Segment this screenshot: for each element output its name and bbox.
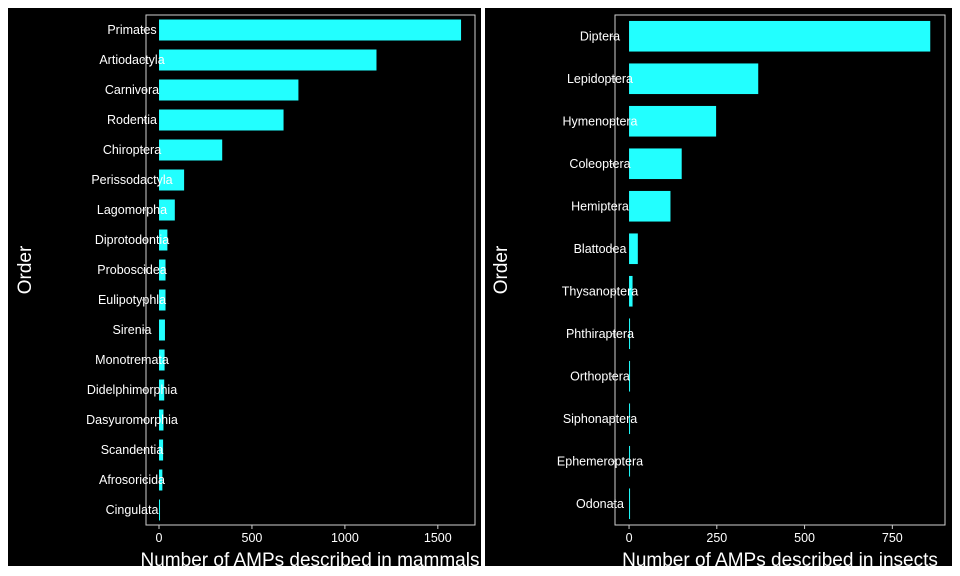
x-tick-label: 1000 <box>331 531 359 545</box>
bar-hymenoptera <box>629 105 717 137</box>
bar-odonata <box>629 488 631 520</box>
mammals-category-labels: Primates Artiodactyla Carnivora Rodentia Chi… <box>86 23 178 517</box>
x-tick-label: 500 <box>794 531 815 545</box>
insects-bars <box>629 20 931 520</box>
bar-afrosoricida <box>159 469 163 491</box>
bar-didelphimorphia <box>159 379 165 401</box>
x-tick-label: 0 <box>626 531 633 545</box>
category-label: Siphonaptera <box>563 412 637 426</box>
category-label: Sirenia <box>113 323 152 337</box>
category-label: Rodentia <box>107 113 157 127</box>
category-label: Odonata <box>576 497 624 511</box>
category-label: Didelphimorphia <box>87 383 177 397</box>
mammals-panel-background <box>8 8 481 566</box>
mammals-x-axis-title: Number of AMPs described in mammals <box>141 550 480 571</box>
bar-ephemeroptera <box>629 445 631 477</box>
category-label: Lepidoptera <box>567 72 633 86</box>
mammals-chart: Primates Artiodactyla Carnivora Rodentia Chi… <box>8 8 481 571</box>
x-tick-label: 500 <box>242 531 263 545</box>
bar-chiroptera <box>159 139 223 161</box>
bar-orthoptera <box>629 360 631 392</box>
category-label: Orthoptera <box>570 369 630 383</box>
bar-perissodactyla <box>159 169 185 191</box>
category-label: Artiodactyla <box>99 53 164 67</box>
category-label: Scandentia <box>101 443 164 457</box>
category-label: Primates <box>107 23 156 37</box>
bar-hemiptera <box>629 190 671 222</box>
bar-phthiraptera <box>629 318 631 350</box>
category-label: Cingulata <box>106 503 159 517</box>
x-tick-label: 750 <box>882 531 903 545</box>
bar-coleoptera <box>629 148 682 180</box>
category-label: Diprotodontia <box>95 233 169 247</box>
insects-plot-frame <box>614 14 946 526</box>
category-label: Afrosoricida <box>99 473 165 487</box>
bar-thysanoptera <box>629 275 633 307</box>
category-label: Carnivora <box>105 83 159 97</box>
bar-diprotodontia <box>159 229 168 251</box>
x-tick-label: 250 <box>706 531 727 545</box>
insects-category-labels: Diptera Lepidoptera Hymenoptera Coleoptera H… <box>557 29 643 511</box>
category-label: Ephemeroptera <box>557 454 643 468</box>
category-label: Lagomorpha <box>97 203 167 217</box>
x-tick-label: 0 <box>156 531 163 545</box>
category-label: Phthiraptera <box>566 327 634 341</box>
category-label: Diptera <box>580 29 620 43</box>
bar-sirenia <box>159 319 165 341</box>
category-label: Perissodactyla <box>91 173 172 187</box>
bar-dasyuromorphia <box>159 409 164 431</box>
bar-diptera <box>629 20 931 52</box>
bar-cingulata <box>159 499 161 521</box>
bar-carnivora <box>159 79 299 101</box>
insects-chart: Diptera Lepidoptera Hymenoptera Coleoptera H… <box>485 8 952 571</box>
category-label: Hemiptera <box>571 199 629 213</box>
category-label: Monotremata <box>95 353 169 367</box>
category-label: Hymenoptera <box>562 114 637 128</box>
x-tick-label: 1500 <box>424 531 452 545</box>
category-label: Coleoptera <box>569 157 630 171</box>
category-label: Blattodea <box>574 242 627 256</box>
category-label: Dasyuromorphia <box>86 413 178 427</box>
insects-x-ticks: 0 250 500 750 <box>611 35 903 545</box>
category-label: Thysanoptera <box>562 284 638 298</box>
insects-y-axis-title: Order <box>491 245 512 294</box>
bar-siphonaptera <box>629 403 631 435</box>
bar-blattodea <box>629 233 638 265</box>
bar-artiodactyla <box>159 49 377 71</box>
category-label: Eulipotyphla <box>98 293 166 307</box>
mammals-x-ticks: 0 500 1000 1500 <box>142 29 452 545</box>
bar-rodentia <box>159 109 284 131</box>
insects-panel-background <box>485 8 952 566</box>
bar-lagomorpha <box>159 199 175 221</box>
mammals-y-axis-title: Order <box>15 245 36 294</box>
mammals-bars <box>159 19 462 521</box>
insects-x-axis-title: Number of AMPs described in insects <box>622 550 938 571</box>
bar-primates <box>159 19 462 41</box>
category-label: Chiroptera <box>103 143 161 157</box>
bar-scandentia <box>159 439 164 461</box>
bar-monotremata <box>159 349 165 371</box>
bar-lepidoptera <box>629 63 759 95</box>
bar-eulipotyphla <box>159 289 166 311</box>
category-label: Proboscidea <box>97 263 167 277</box>
bar-proboscidea <box>159 259 166 281</box>
